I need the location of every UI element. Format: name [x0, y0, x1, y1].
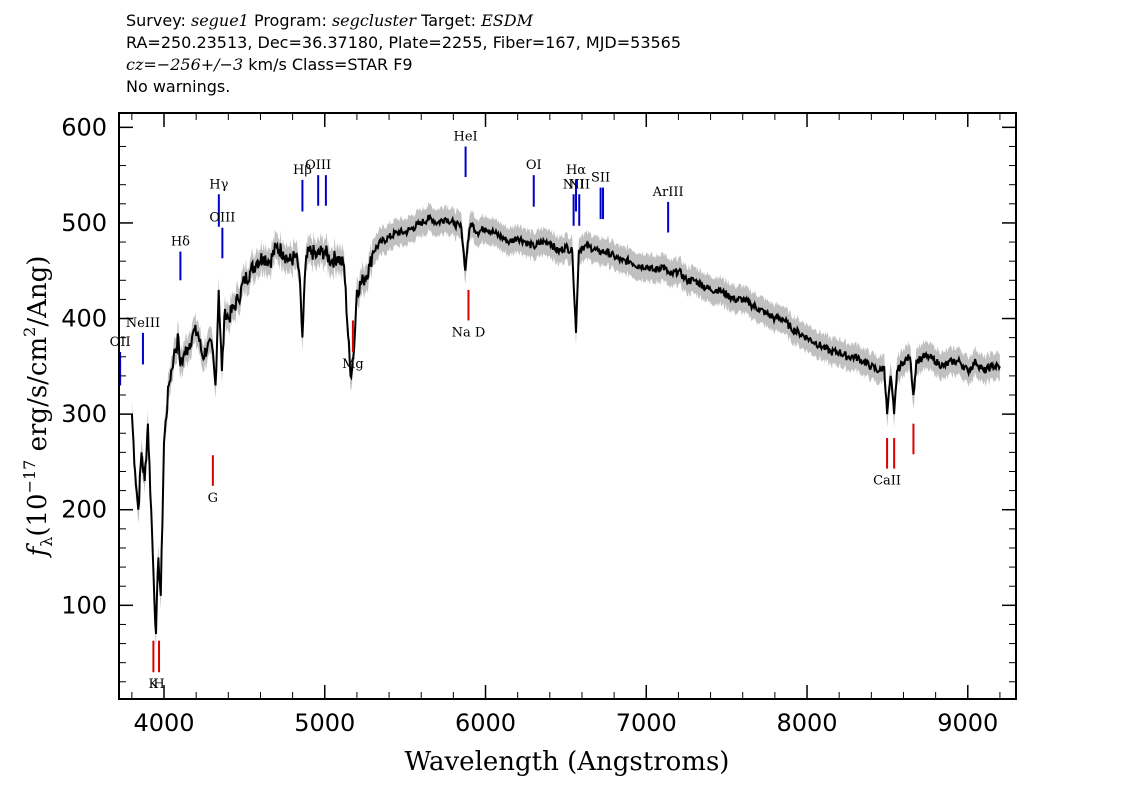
emission-line-label: Hγ [209, 177, 228, 192]
y-axis-label: fλ(10−17 erg/s/cm2/Ang) [20, 256, 56, 559]
y-axis-label-open: (10 [23, 493, 53, 536]
y-axis-label-close: /Ang) [23, 256, 53, 327]
plot-frame [118, 112, 1017, 700]
y-axis-label-exp2: 2 [20, 327, 39, 337]
error-band [131, 201, 1000, 648]
y-tick-label: 400 [61, 305, 107, 333]
spectrum-header: Survey: segue1 Program: segcluster Targe… [126, 10, 681, 98]
absorption-line-label: CaII [873, 474, 901, 489]
axis-ticks: 4000 5000 6000 7000 8000 9000 100 200 300 400 500 6… [61, 113, 1016, 737]
absorption-line-label: Na D [452, 325, 486, 340]
x-tick-label: 4000 [133, 709, 194, 737]
absorption-line-label: G [208, 491, 218, 506]
emission-line-label: OI [526, 158, 542, 173]
emission-line-label: SII [591, 171, 610, 186]
emission-line-label: Hα [566, 163, 586, 178]
x-tick-label: 7000 [616, 709, 677, 737]
flux-line [130, 213, 1001, 635]
class-value: km/s Class=STAR F9 [243, 55, 413, 74]
emission-line-label: OIII [209, 211, 235, 226]
absorption-line-label: K [149, 677, 159, 692]
target-value: ESDM [481, 11, 533, 30]
header-line-redshift: cz=−256+/−3 km/s Class=STAR F9 [126, 54, 681, 76]
absorption-line-label: H [153, 677, 164, 692]
emission-line-label: NeIII [126, 316, 160, 331]
header-line-coords: RA=250.23513, Dec=36.37180, Plate=2255, … [126, 33, 682, 52]
program-label: Program: [253, 11, 327, 30]
y-tick-label: 300 [61, 400, 107, 428]
emission-line-label: Hδ [171, 235, 190, 250]
survey-label: Survey: [126, 11, 186, 30]
target-label: Target: [421, 11, 476, 30]
emission-line-label: HeI [453, 129, 477, 144]
x-tick-label: 8000 [776, 709, 837, 737]
y-axis-label-exp1: −17 [20, 460, 39, 494]
survey-value: segue1 [190, 11, 249, 30]
y-tick-label: 100 [61, 591, 107, 619]
y-axis-label-lambda: λ [37, 537, 56, 547]
header-line-survey: Survey: segue1 Program: segcluster Targe… [126, 10, 681, 32]
emission-line-label: OIII [305, 158, 331, 173]
emission-line-label: OII [110, 335, 131, 350]
cz-value: cz=−256+/−3 [126, 55, 244, 74]
x-axis-label: Wavelength (Angstroms) [405, 747, 730, 777]
absorption-line-label: Mg [342, 357, 364, 372]
program-value: segcluster [331, 11, 417, 30]
x-tick-label: 9000 [937, 709, 998, 737]
x-tick-label: 6000 [455, 709, 516, 737]
emission-line-label: NII [568, 177, 590, 192]
y-tick-label: 200 [61, 496, 107, 524]
y-tick-label: 600 [61, 113, 107, 141]
header-line-warnings: No warnings. [126, 77, 231, 96]
emission-line-label: Hβ [293, 163, 312, 178]
emission-line-label: ArIII [652, 185, 684, 200]
emission-line-label: NII [563, 177, 585, 192]
y-axis-label-mid: erg/s/cm [23, 337, 53, 460]
y-tick-label: 500 [61, 209, 107, 237]
spectrum-data-layer [130, 201, 1001, 648]
x-tick-label: 5000 [294, 709, 355, 737]
